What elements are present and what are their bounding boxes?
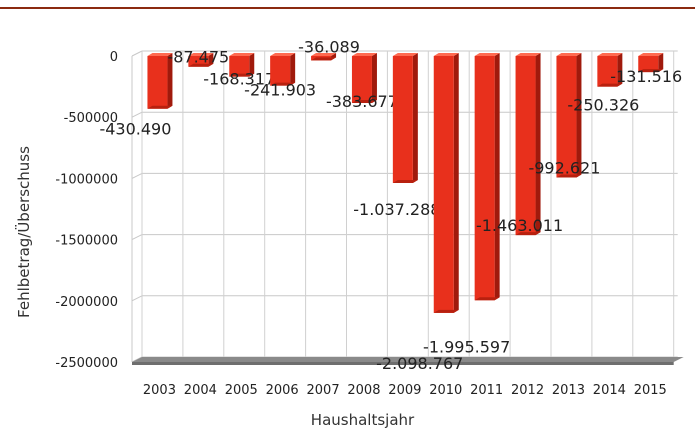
data-label: -383.677 [326, 92, 398, 111]
data-label: -131.516 [610, 67, 682, 86]
bar-end-2003 [147, 105, 173, 109]
bar-end-2015 [638, 69, 664, 73]
data-label: -1.037.288 [353, 200, 440, 219]
bar-2014 [597, 56, 618, 87]
data-label: -36.089 [298, 37, 360, 56]
bar-end-2005 [229, 73, 255, 77]
bar-top-2003 [147, 53, 173, 56]
x-tick-label: 2010 [429, 383, 462, 398]
bar-top-2012 [515, 53, 541, 56]
bar-end-2013 [556, 174, 582, 178]
bar-2012 [515, 56, 536, 236]
y-axis-label: Fehlbetrag/Überschuss [15, 146, 33, 318]
x-tick-label: 2014 [593, 383, 626, 398]
bar-2004 [188, 56, 209, 67]
data-label: -992.621 [528, 158, 600, 177]
bar-side-2005 [249, 53, 255, 77]
gridline-side [131, 295, 143, 302]
data-label: -1.463.011 [476, 216, 563, 235]
bar-2006 [270, 56, 291, 86]
bar-top-2014 [597, 53, 623, 56]
bar-side-2015 [658, 53, 664, 73]
bar-2005 [229, 56, 250, 77]
bar-2008 [351, 56, 372, 103]
bar-2009 [392, 56, 413, 183]
bar-side-2009 [412, 53, 418, 183]
bar-2010 [433, 56, 454, 313]
x-tick-label: 2006 [266, 383, 299, 398]
y-tick-label: -2000000 [55, 295, 118, 310]
bar-2013 [556, 56, 577, 178]
bar-top-2007 [311, 53, 337, 56]
frame-top-line [0, 7, 695, 9]
x-tick-label: 2009 [388, 383, 421, 398]
x-tick-label: 2003 [143, 383, 176, 398]
bar-side-2013 [576, 53, 582, 178]
bar-top-2010 [433, 53, 459, 56]
gridline-side [131, 172, 143, 179]
x-tick-label: 2004 [184, 383, 217, 398]
data-label: -2.098.767 [376, 354, 463, 373]
x-tick-label: 2015 [634, 383, 667, 398]
bar-top-2011 [474, 53, 500, 56]
bar-side-2012 [535, 53, 541, 236]
bar-end-2011 [474, 297, 500, 301]
x-tick-label: 2007 [307, 383, 340, 398]
bar-end-2006 [270, 82, 296, 86]
bar-end-2004 [188, 63, 214, 67]
bar-2003 [147, 56, 168, 109]
bar-side-2010 [453, 53, 459, 313]
data-label: -1.995.597 [423, 337, 510, 356]
bar-end-2012 [515, 232, 541, 236]
gridline-side [131, 111, 143, 118]
y-tick-label: -2500000 [55, 356, 118, 371]
x-tick-label: 2012 [511, 383, 544, 398]
bar-side-2008 [371, 53, 377, 103]
bar-end-2007 [311, 57, 337, 61]
bar-side-2011 [494, 53, 500, 301]
bar-top-2009 [392, 53, 418, 56]
bar-top-2004 [188, 53, 214, 56]
bar-side-2006 [290, 53, 296, 86]
x-tick-label: 2013 [552, 383, 585, 398]
x-tick-label: 2011 [470, 383, 503, 398]
x-tick-label: 2008 [347, 383, 380, 398]
chart-floor-front [132, 362, 674, 365]
bar-side-2004 [208, 53, 214, 67]
bar-top-2006 [270, 53, 296, 56]
gridline-side [131, 234, 143, 241]
bar-2011 [474, 56, 495, 301]
x-axis-label: Haushaltsjahr [310, 411, 415, 429]
bar-end-2010 [433, 309, 459, 313]
y-tick-label: -500000 [64, 111, 118, 126]
bar-side-2003 [167, 53, 173, 109]
data-label: -241.903 [244, 81, 316, 100]
bar-top-2013 [556, 53, 582, 56]
y-tick-label: -1000000 [55, 172, 118, 187]
y-tick-label: 0 [110, 50, 118, 65]
bar-top-2005 [229, 53, 255, 56]
bar-top-2015 [638, 53, 664, 56]
bar-top-2008 [351, 53, 377, 56]
chart-floor [132, 357, 684, 362]
data-label: -250.326 [567, 96, 639, 115]
gridline-side [131, 50, 143, 57]
bar-2015 [638, 56, 659, 73]
y-tick-label: -1500000 [55, 234, 118, 249]
bar-end-2008 [351, 99, 377, 103]
data-label: -168.317 [203, 70, 275, 89]
x-tick-label: 2005 [225, 383, 258, 398]
data-label: -430.490 [99, 120, 171, 139]
data-label: -87.475 [167, 48, 229, 67]
bar-end-2009 [392, 179, 418, 183]
bar-side-2014 [617, 53, 623, 87]
bar-end-2014 [597, 83, 623, 87]
